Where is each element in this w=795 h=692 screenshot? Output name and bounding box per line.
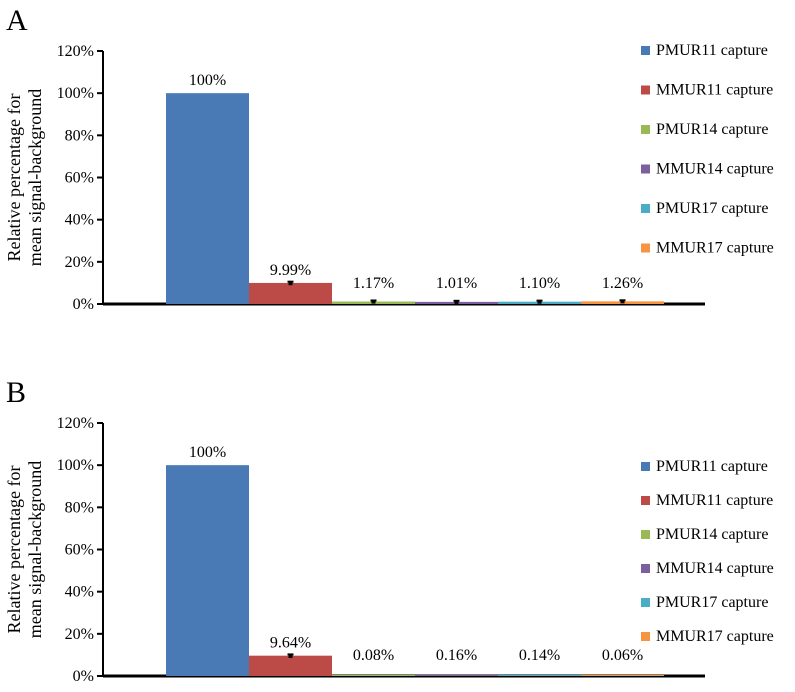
legend-swatch [641, 530, 650, 539]
data-label: 0.08% [353, 647, 394, 664]
data-label: 100% [189, 72, 226, 89]
bar [166, 465, 249, 676]
chart-panel-a: A 0% 20% 40% 60% 80% 100% 120% Relative percenta… [4, 4, 774, 313]
legend-entry: MMUR11 capture [656, 82, 773, 99]
bar [332, 675, 415, 676]
bar [249, 282, 332, 304]
y-axis-label: mean signal-background [25, 89, 45, 266]
legend-swatch [641, 164, 650, 174]
legend-swatch [641, 46, 650, 55]
data-label: 0.14% [519, 647, 560, 664]
y-tick-label: 40% [65, 584, 94, 601]
legend-swatch [641, 496, 650, 505]
y-axis-label: Relative percentage for [4, 466, 24, 634]
legend-entry: PMUR11 capture [656, 42, 768, 59]
y-tick-label: 20% [65, 254, 94, 271]
bar [498, 675, 581, 676]
y-tick-label: 120% [57, 43, 94, 60]
legend-entry: MMUR11 capture [656, 492, 773, 509]
legend-entry: MMUR14 capture [656, 560, 774, 577]
panel-label: A [6, 4, 28, 37]
bar [415, 675, 498, 676]
data-label: 0.06% [602, 647, 643, 664]
legend-entry: MMUR17 capture [656, 628, 774, 645]
y-tick-label: 40% [65, 212, 94, 229]
legend-swatch [641, 243, 650, 253]
y-tick-label: 60% [65, 542, 94, 559]
y-axis-label: Relative percentage for [4, 94, 24, 262]
legend-swatch [641, 85, 650, 95]
legend-swatch [641, 125, 650, 134]
legend-entry: MMUR17 capture [656, 240, 774, 257]
bar [581, 675, 664, 676]
data-label: 1.01% [436, 275, 477, 292]
legend-entry: PMUR17 capture [656, 594, 768, 611]
panel-label: B [6, 376, 26, 409]
legend-swatch [641, 632, 650, 641]
legend-entry: MMUR14 capture [656, 161, 774, 178]
legend-entry: PMUR17 capture [656, 200, 768, 217]
data-label: 1.10% [519, 275, 560, 292]
data-label: 100% [189, 444, 226, 461]
y-tick-label: 100% [57, 457, 94, 474]
y-tick-label: 0% [73, 668, 94, 685]
legend-entry: PMUR14 capture [656, 121, 768, 138]
legend-entry: PMUR11 capture [656, 458, 768, 475]
y-tick-label: 80% [65, 127, 94, 144]
legend-swatch [641, 204, 650, 213]
data-label: 9.64% [270, 635, 311, 652]
data-label: 9.99% [270, 262, 311, 279]
bar [166, 93, 249, 305]
data-label: 1.17% [353, 275, 394, 292]
y-tick-label: 0% [73, 296, 94, 313]
bar [249, 655, 332, 676]
legend-swatch [641, 598, 650, 607]
y-tick-label: 20% [65, 626, 94, 643]
legend-entry: PMUR14 capture [656, 526, 768, 543]
y-tick-label: 80% [65, 499, 94, 516]
legend-swatch [641, 462, 650, 471]
y-tick-label: 120% [57, 415, 94, 432]
y-tick-label: 100% [57, 85, 94, 102]
data-label: 0.16% [436, 647, 477, 664]
legend-swatch [641, 564, 650, 573]
chart-panel-b: B 0% 20% 40% 60% 80% 100% 120% Relative percenta… [4, 376, 774, 685]
y-tick-label: 60% [65, 170, 94, 187]
y-axis-label: mean signal-background [25, 461, 45, 638]
data-label: 1.26% [602, 275, 643, 292]
